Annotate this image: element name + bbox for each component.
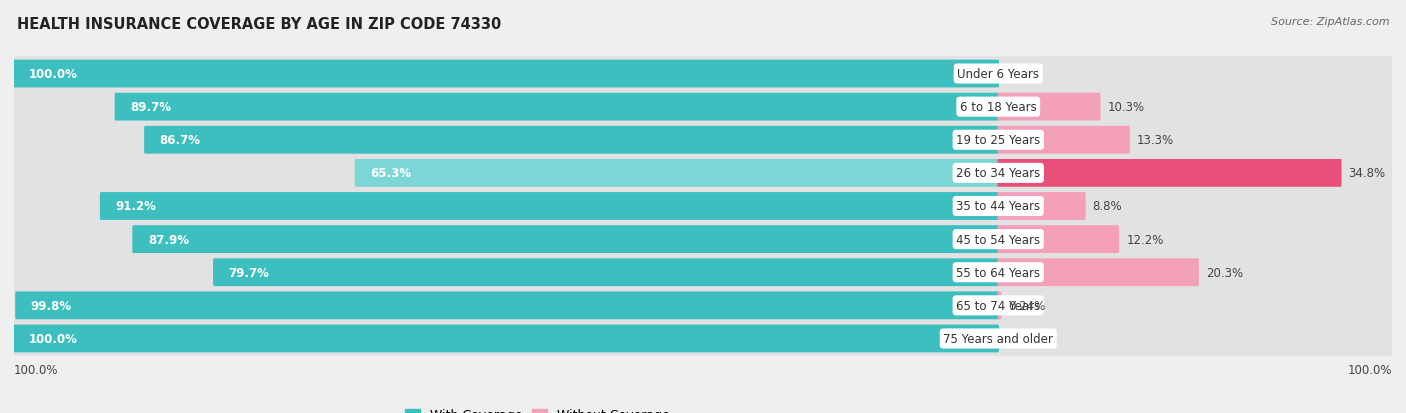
FancyBboxPatch shape: [13, 222, 1393, 257]
FancyBboxPatch shape: [13, 90, 1393, 125]
FancyBboxPatch shape: [997, 225, 1119, 254]
Text: 100.0%: 100.0%: [1347, 363, 1392, 376]
Text: 100.0%: 100.0%: [14, 363, 59, 376]
Text: 75 Years and older: 75 Years and older: [943, 332, 1053, 345]
FancyBboxPatch shape: [13, 321, 1393, 356]
Text: 65 to 74 Years: 65 to 74 Years: [956, 299, 1040, 312]
FancyBboxPatch shape: [13, 57, 1393, 92]
Text: 20.3%: 20.3%: [1206, 266, 1243, 279]
FancyBboxPatch shape: [997, 126, 1130, 154]
Text: 65.3%: 65.3%: [370, 167, 412, 180]
Text: 13.3%: 13.3%: [1137, 134, 1174, 147]
Text: 8.8%: 8.8%: [1092, 200, 1122, 213]
FancyBboxPatch shape: [997, 93, 1101, 121]
FancyBboxPatch shape: [997, 192, 1085, 221]
FancyBboxPatch shape: [13, 255, 1393, 290]
Text: 12.2%: 12.2%: [1126, 233, 1164, 246]
FancyBboxPatch shape: [13, 288, 1393, 323]
FancyBboxPatch shape: [132, 225, 1000, 254]
Text: 99.8%: 99.8%: [31, 299, 72, 312]
Text: 34.8%: 34.8%: [1348, 167, 1386, 180]
Text: 86.7%: 86.7%: [160, 134, 201, 147]
Text: 6 to 18 Years: 6 to 18 Years: [960, 101, 1036, 114]
Text: HEALTH INSURANCE COVERAGE BY AGE IN ZIP CODE 74330: HEALTH INSURANCE COVERAGE BY AGE IN ZIP …: [17, 17, 501, 31]
Text: 79.7%: 79.7%: [229, 266, 270, 279]
FancyBboxPatch shape: [214, 259, 1000, 287]
Text: 26 to 34 Years: 26 to 34 Years: [956, 167, 1040, 180]
Text: 89.7%: 89.7%: [131, 101, 172, 114]
Text: 100.0%: 100.0%: [28, 68, 77, 81]
Text: 19 to 25 Years: 19 to 25 Years: [956, 134, 1040, 147]
Text: 100.0%: 100.0%: [28, 332, 77, 345]
FancyBboxPatch shape: [13, 60, 1000, 88]
Text: 10.3%: 10.3%: [1108, 101, 1144, 114]
Text: 45 to 54 Years: 45 to 54 Years: [956, 233, 1040, 246]
Text: 91.2%: 91.2%: [115, 200, 156, 213]
FancyBboxPatch shape: [13, 325, 1000, 353]
Text: 0.24%: 0.24%: [1008, 299, 1046, 312]
FancyBboxPatch shape: [115, 93, 1000, 121]
FancyBboxPatch shape: [997, 259, 1199, 287]
FancyBboxPatch shape: [997, 159, 1341, 188]
Text: 55 to 64 Years: 55 to 64 Years: [956, 266, 1040, 279]
FancyBboxPatch shape: [354, 159, 1000, 188]
FancyBboxPatch shape: [13, 189, 1393, 224]
Text: Source: ZipAtlas.com: Source: ZipAtlas.com: [1271, 17, 1389, 26]
FancyBboxPatch shape: [997, 292, 1001, 320]
Legend: With Coverage, Without Coverage: With Coverage, Without Coverage: [399, 404, 675, 413]
FancyBboxPatch shape: [15, 292, 1000, 320]
Text: 87.9%: 87.9%: [148, 233, 188, 246]
FancyBboxPatch shape: [13, 123, 1393, 158]
FancyBboxPatch shape: [100, 192, 1000, 221]
Text: Under 6 Years: Under 6 Years: [957, 68, 1039, 81]
FancyBboxPatch shape: [145, 126, 1000, 154]
Text: 35 to 44 Years: 35 to 44 Years: [956, 200, 1040, 213]
FancyBboxPatch shape: [13, 156, 1393, 191]
